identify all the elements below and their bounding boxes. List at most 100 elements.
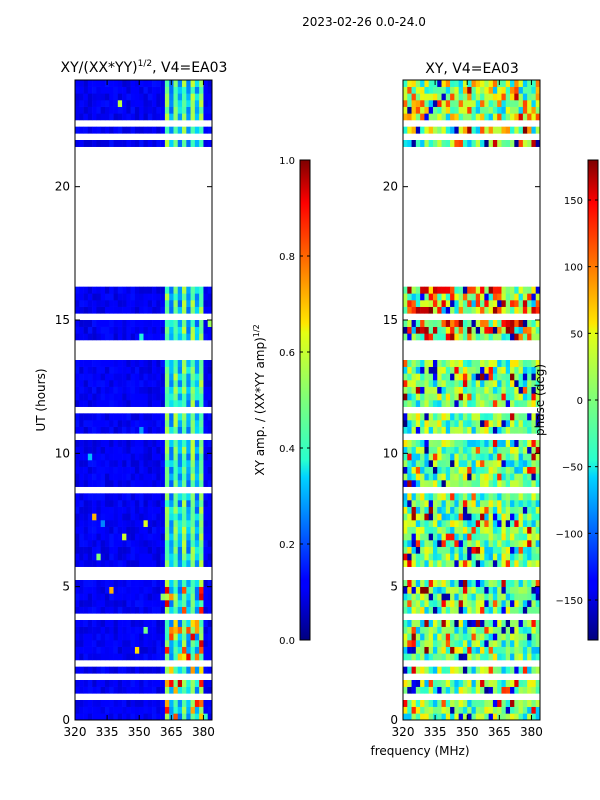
heatmap-cell (514, 640, 519, 647)
heatmap-cell (428, 113, 434, 121)
heatmap-cell (164, 300, 170, 307)
heatmap-cell (492, 480, 498, 487)
heatmap-cell (514, 366, 519, 374)
heatmap-cell (407, 520, 412, 527)
heatmap-cell (182, 580, 187, 587)
heatmap-cell (411, 460, 417, 467)
heatmap-cell (199, 300, 204, 307)
heatmap-cell (109, 706, 114, 714)
heatmap-cell (407, 333, 412, 341)
heatmap-cell (190, 440, 196, 447)
heatmap-cell (454, 426, 459, 434)
heatmap-cell (134, 680, 140, 687)
heatmap-cell (432, 540, 438, 547)
heatmap-cell (199, 373, 204, 381)
heatmap-cell (514, 386, 519, 394)
heatmap-cell (411, 580, 417, 587)
heatmap-cell (100, 606, 106, 614)
heatmap-cell (126, 93, 131, 101)
heatmap-cell (100, 366, 106, 374)
heatmap-cell (424, 480, 429, 487)
heatmap-cell (100, 333, 106, 341)
heatmap-cell (462, 480, 468, 487)
heatmap-cell (531, 620, 537, 627)
heatmap-cell (79, 440, 84, 447)
heatmap-cell (152, 426, 157, 434)
heatmap-cell (182, 426, 187, 434)
heatmap-cell (164, 493, 170, 501)
heatmap-cell (164, 700, 170, 707)
heatmap-cell (203, 386, 209, 394)
heatmap-cell (510, 373, 515, 381)
heatmap-cell (139, 326, 144, 334)
heatmap-cell (109, 393, 114, 401)
heatmap-cell (96, 380, 101, 387)
heatmap-cell (164, 533, 170, 541)
heatmap-cell (100, 620, 106, 627)
y-tick-label: 10 (383, 446, 398, 460)
heatmap-cell (458, 700, 464, 707)
heatmap-cell (169, 126, 174, 134)
heatmap-cell (415, 586, 421, 594)
heatmap-cell (117, 620, 123, 627)
heatmap-cell (207, 106, 213, 114)
heatmap-cell (143, 553, 149, 561)
heatmap-cell (407, 80, 412, 87)
heatmap-cell (450, 513, 455, 521)
heatmap-cell (450, 653, 455, 661)
heatmap-cell (113, 306, 119, 314)
heatmap-cell (480, 440, 485, 447)
heatmap-cell (113, 126, 119, 134)
heatmap-cell (467, 300, 472, 307)
heatmap-cell (92, 633, 97, 641)
heatmap-cell (83, 466, 89, 474)
heatmap-cell (510, 420, 515, 427)
heatmap-cell (492, 473, 498, 481)
heatmap-cell (143, 506, 149, 514)
heatmap-cell (480, 666, 485, 674)
heatmap-cell (75, 533, 80, 541)
heatmap-cell (113, 700, 119, 707)
heatmap-cell (510, 700, 515, 707)
heatmap-cell (510, 466, 515, 474)
heatmap-cell (156, 633, 161, 641)
heatmap-cell (527, 446, 532, 454)
heatmap-cell (104, 393, 110, 401)
heatmap-cell (130, 286, 136, 294)
heatmap-cell (152, 286, 157, 294)
heatmap-cell (164, 680, 170, 687)
heatmap-cell (139, 560, 144, 567)
heatmap-cell (143, 360, 149, 367)
heatmap-cell (411, 126, 417, 134)
heatmap-cell (420, 100, 425, 107)
heatmap-cell (458, 540, 464, 547)
heatmap-cell (96, 680, 101, 687)
heatmap-cell (450, 473, 455, 481)
heatmap-cell (510, 480, 515, 487)
heatmap-cell (190, 620, 196, 627)
heatmap-cell (152, 140, 157, 147)
heatmap-cell (467, 420, 472, 427)
heatmap-cell (173, 620, 179, 627)
heatmap-cell (403, 300, 408, 307)
heatmap-cell (186, 700, 191, 707)
heatmap-cell (445, 93, 451, 101)
heatmap-cell (87, 560, 93, 567)
heatmap-cell (147, 686, 153, 694)
heatmap-cell (420, 706, 425, 714)
heatmap-cell (109, 420, 114, 427)
heatmap-cell (415, 333, 421, 341)
heatmap-cell (475, 320, 481, 327)
heatmap-cell (441, 620, 447, 627)
heatmap-cell (156, 453, 161, 461)
heatmap-cell (411, 473, 417, 481)
heatmap-cell (92, 500, 97, 507)
heatmap-cell (199, 506, 204, 514)
heatmap-cell (117, 100, 123, 107)
heatmap-cell (492, 113, 498, 121)
heatmap-cell (126, 300, 131, 307)
heatmap-cell (203, 326, 209, 334)
heatmap-cell (428, 513, 434, 521)
heatmap-cell (510, 680, 515, 687)
heatmap-cell (420, 633, 425, 641)
